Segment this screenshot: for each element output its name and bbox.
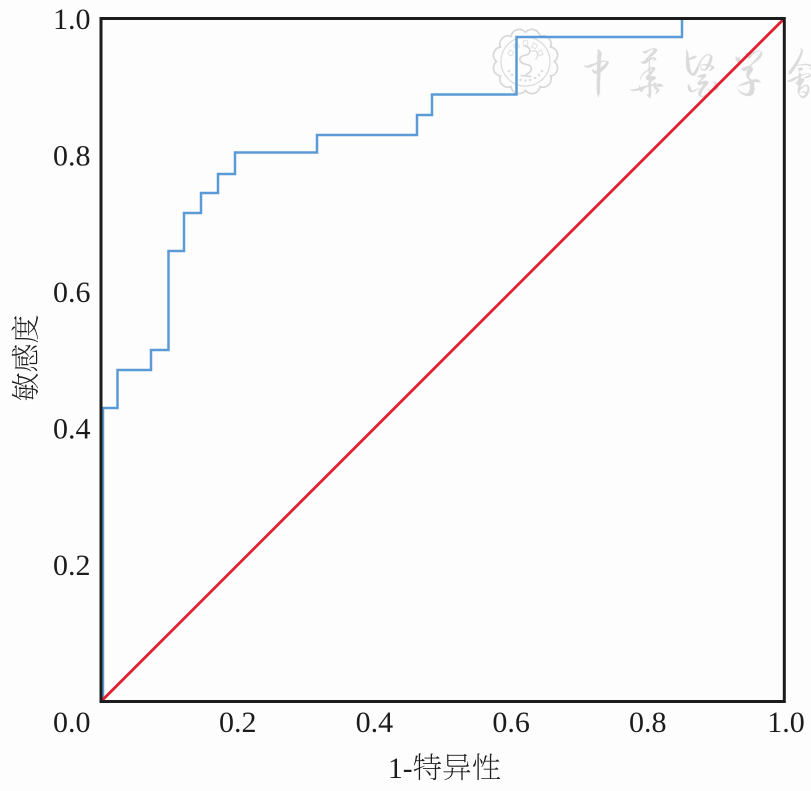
svg-text:0.2: 0.2 <box>219 706 257 739</box>
svg-text:1-: 1- <box>388 753 413 785</box>
svg-text:0.8: 0.8 <box>53 139 91 172</box>
svg-text:1.0: 1.0 <box>767 706 805 739</box>
svg-text:0.0: 0.0 <box>53 706 91 739</box>
svg-text:0.8: 0.8 <box>629 706 667 739</box>
svg-text:0.6: 0.6 <box>492 706 530 739</box>
svg-text:0.6: 0.6 <box>53 276 91 309</box>
svg-text:0.4: 0.4 <box>53 413 91 446</box>
svg-text:0.2: 0.2 <box>53 549 91 582</box>
svg-text:0.4: 0.4 <box>356 706 394 739</box>
svg-text:1.0: 1.0 <box>53 3 91 36</box>
